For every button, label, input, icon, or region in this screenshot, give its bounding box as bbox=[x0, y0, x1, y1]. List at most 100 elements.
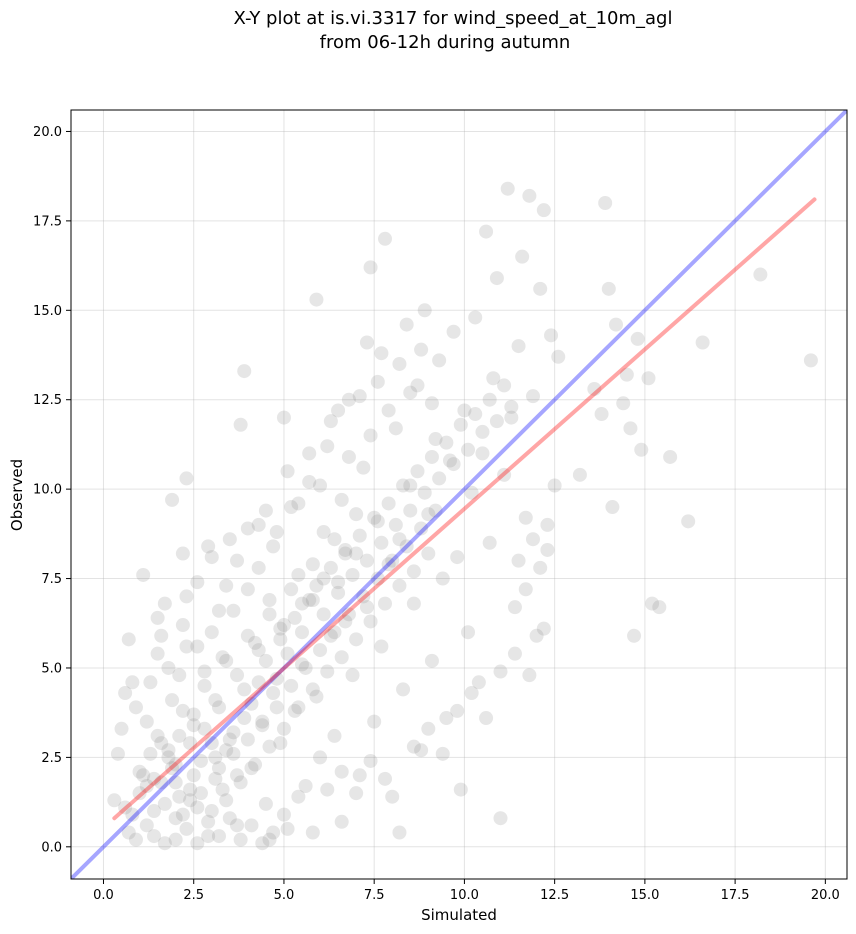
data-point bbox=[121, 825, 136, 840]
data-point bbox=[215, 650, 230, 665]
y-tick-label: 20.0 bbox=[33, 125, 62, 140]
data-point bbox=[208, 771, 223, 786]
data-point bbox=[211, 603, 226, 618]
data-point bbox=[525, 532, 540, 547]
data-point bbox=[219, 793, 234, 808]
data-point bbox=[165, 492, 180, 507]
chart-title-line-2: from 06-12h during autumn bbox=[320, 32, 571, 53]
data-point bbox=[211, 700, 226, 715]
data-point bbox=[230, 768, 245, 783]
data-point bbox=[276, 721, 291, 736]
y-tick-label: 5.0 bbox=[41, 661, 62, 676]
data-point bbox=[421, 507, 436, 522]
data-point bbox=[414, 743, 429, 758]
data-point bbox=[435, 746, 450, 761]
data-point bbox=[186, 718, 201, 733]
data-point bbox=[262, 739, 277, 754]
data-point bbox=[302, 474, 317, 489]
data-point bbox=[388, 517, 403, 532]
data-point bbox=[349, 632, 364, 647]
data-point bbox=[255, 714, 270, 729]
data-point bbox=[201, 829, 216, 844]
data-point bbox=[334, 650, 349, 665]
data-point bbox=[157, 596, 172, 611]
data-point bbox=[139, 714, 154, 729]
y-tick-label: 7.5 bbox=[41, 572, 62, 587]
data-point bbox=[316, 571, 331, 586]
data-point bbox=[255, 718, 270, 733]
data-point bbox=[522, 188, 537, 203]
data-point bbox=[464, 485, 479, 500]
data-point bbox=[237, 682, 252, 697]
data-point bbox=[190, 800, 205, 815]
data-point bbox=[489, 271, 504, 286]
data-point bbox=[544, 328, 559, 343]
data-point bbox=[511, 553, 526, 568]
data-point bbox=[240, 521, 255, 536]
plot-frame bbox=[70, 109, 848, 880]
x-tick-label: 20.0 bbox=[811, 888, 840, 903]
data-point bbox=[341, 607, 356, 622]
data-point bbox=[547, 478, 562, 493]
data-point bbox=[486, 371, 501, 386]
data-point bbox=[190, 575, 205, 590]
data-point bbox=[381, 557, 396, 572]
data-point bbox=[410, 378, 425, 393]
data-point bbox=[175, 546, 190, 561]
data-point bbox=[507, 646, 522, 661]
data-point bbox=[172, 668, 187, 683]
data-point bbox=[410, 464, 425, 479]
data-point bbox=[663, 449, 678, 464]
data-point bbox=[645, 596, 660, 611]
x-tick-label: 10.0 bbox=[450, 888, 479, 903]
y-axis-label: Observed bbox=[8, 459, 26, 531]
chart-title-line-1: X-Y plot at is.vi.3317 for wind_speed_at… bbox=[234, 8, 673, 29]
data-point bbox=[240, 732, 255, 747]
data-point bbox=[461, 442, 476, 457]
data-point bbox=[125, 675, 140, 690]
data-point bbox=[551, 349, 566, 364]
data-point bbox=[403, 503, 418, 518]
data-point bbox=[352, 389, 367, 404]
data-point bbox=[370, 514, 385, 529]
data-point bbox=[457, 403, 472, 418]
data-point bbox=[341, 449, 356, 464]
data-point bbox=[601, 281, 616, 296]
data-point bbox=[468, 310, 483, 325]
data-point bbox=[316, 525, 331, 540]
data-point bbox=[403, 478, 418, 493]
data-point bbox=[468, 407, 483, 422]
data-point bbox=[154, 736, 169, 751]
data-point bbox=[392, 356, 407, 371]
data-point bbox=[525, 389, 540, 404]
data-point bbox=[280, 821, 295, 836]
data-point bbox=[197, 664, 212, 679]
data-point bbox=[276, 410, 291, 425]
data-point bbox=[197, 721, 212, 736]
data-point bbox=[753, 267, 768, 282]
data-point bbox=[396, 478, 411, 493]
data-point bbox=[479, 711, 494, 726]
data-point bbox=[168, 811, 183, 826]
data-point bbox=[273, 621, 288, 636]
data-point bbox=[363, 753, 378, 768]
x-axis-label: Simulated bbox=[421, 906, 497, 924]
data-point bbox=[244, 696, 259, 711]
data-point bbox=[294, 625, 309, 640]
data-point bbox=[504, 399, 519, 414]
data-point bbox=[305, 593, 320, 608]
data-point bbox=[497, 467, 512, 482]
data-point bbox=[439, 711, 454, 726]
data-point bbox=[421, 546, 436, 561]
line-fit bbox=[112, 197, 817, 821]
x-tick-label: 0.0 bbox=[93, 888, 114, 903]
x-axis-ticks: 0.0 2.5 5.0 7.5 10.0 12.5 15.0 17.5 20.0 bbox=[93, 879, 840, 903]
data-point bbox=[349, 786, 364, 801]
data-point bbox=[453, 782, 468, 797]
data-point bbox=[291, 567, 306, 582]
data-point bbox=[529, 628, 544, 643]
data-point bbox=[374, 639, 389, 654]
data-point bbox=[284, 678, 299, 693]
data-point bbox=[309, 292, 324, 307]
data-point bbox=[442, 453, 457, 468]
